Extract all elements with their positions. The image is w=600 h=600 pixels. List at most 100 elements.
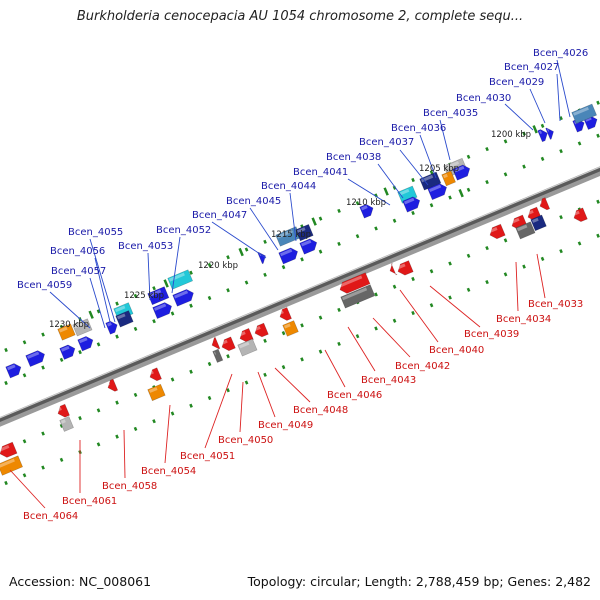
gene-block	[338, 272, 371, 294]
gene-label-bcen-4055[interactable]: Bcen_4055	[68, 227, 123, 238]
tick-mark	[41, 332, 45, 337]
gene-label-bcen-4048[interactable]: Bcen_4048	[293, 405, 348, 416]
tick-mark	[337, 341, 341, 347]
tick-mark	[355, 334, 360, 339]
gene-shape	[573, 207, 588, 222]
tick-mark	[152, 419, 156, 424]
gene-label-bcen-4039[interactable]: Bcen_4039	[464, 329, 519, 340]
gene-label-bcen-4041[interactable]: Bcen_4041	[293, 167, 348, 178]
gene-label-bcen-4056[interactable]: Bcen_4056	[50, 246, 105, 257]
gene-block	[172, 289, 194, 307]
tick-mark	[22, 340, 27, 345]
tick-mark	[466, 187, 471, 192]
gene-highlight	[526, 209, 534, 216]
scale-label-1215: 1215 kbp	[271, 230, 311, 240]
scale-label-1220: 1220 kbp	[198, 261, 238, 271]
leader-line-reverse	[204, 373, 233, 449]
tick-mark	[226, 288, 230, 293]
gene-label-bcen-4047[interactable]: Bcen_4047	[192, 210, 247, 221]
gene-label-bcen-4064[interactable]: Bcen_4064	[23, 511, 78, 522]
scale-label-1200: 1200 kbp	[491, 130, 531, 140]
gene-label-bcen-4044[interactable]: Bcen_4044	[261, 181, 316, 192]
gene-label-bcen-4040[interactable]: Bcen_4040	[429, 345, 484, 356]
gene-highlight	[444, 161, 460, 170]
gene-highlight	[546, 128, 550, 132]
gene-label-bcen-4046[interactable]: Bcen_4046	[327, 390, 382, 401]
tick-mark	[429, 203, 434, 208]
gene-shape	[152, 302, 172, 320]
gene-shape	[340, 284, 376, 309]
gene-label-bcen-4037[interactable]: Bcen_4037	[359, 137, 414, 148]
gene-highlight	[283, 323, 291, 329]
gene-block	[237, 338, 258, 357]
gene-label-bcen-4026[interactable]: Bcen_4026	[533, 48, 588, 59]
tick-mark	[540, 156, 545, 161]
leader-line-reverse	[399, 289, 439, 343]
gene-label-bcen-4059[interactable]: Bcen_4059	[17, 280, 72, 291]
gene-block	[359, 204, 374, 219]
tick-mark	[244, 247, 249, 252]
scale-label-1230: 1230 kbp	[49, 320, 89, 330]
gene-label-bcen-4049[interactable]: Bcen_4049	[258, 420, 313, 431]
gene-label-bcen-4058[interactable]: Bcen_4058	[102, 481, 157, 492]
leader-line-forward	[377, 163, 404, 199]
tick-mark	[244, 280, 249, 285]
gene-block	[402, 196, 421, 213]
tick-mark	[337, 241, 341, 247]
gene-label-bcen-4035[interactable]: Bcen_4035	[423, 108, 478, 119]
gene-label-bcen-4042[interactable]: Bcen_4042	[395, 361, 450, 372]
tick-mark	[115, 400, 119, 405]
leader-line-forward	[419, 134, 437, 179]
gene-label-bcen-4057[interactable]: Bcen_4057	[51, 266, 106, 277]
gene-label-bcen-4051[interactable]: Bcen_4051	[180, 451, 235, 462]
tick-mark	[503, 172, 508, 177]
tick-mark	[559, 249, 563, 254]
tick-mark	[226, 354, 230, 359]
gene-label-bcen-4033[interactable]: Bcen_4033	[528, 299, 583, 310]
gene-label-bcen-4050[interactable]: Bcen_4050	[218, 435, 273, 446]
leader-line-reverse	[515, 261, 519, 312]
gene-label-bcen-4043[interactable]: Bcen_4043	[361, 375, 416, 386]
gene-highlight	[338, 275, 363, 288]
gene-highlight	[60, 419, 66, 424]
major-tick-mark	[383, 187, 389, 196]
tick-mark	[540, 123, 545, 128]
gene-highlight	[213, 351, 217, 355]
gene-label-bcen-4054[interactable]: Bcen_4054	[141, 466, 196, 477]
gene-label-bcen-4061[interactable]: Bcen_4061	[62, 496, 117, 507]
gene-shape	[167, 269, 194, 290]
gene-label-bcen-4034[interactable]: Bcen_4034	[496, 314, 551, 325]
gene-label-bcen-4045[interactable]: Bcen_4045	[226, 196, 281, 207]
gene-shape	[571, 103, 598, 124]
gene-label-bcen-4030[interactable]: Bcen_4030	[456, 93, 511, 104]
tick-mark	[152, 286, 156, 291]
gene-block	[105, 320, 118, 335]
gene-label-bcen-4052[interactable]: Bcen_4052	[156, 225, 211, 236]
gene-label-bcen-4053[interactable]: Bcen_4053	[118, 241, 173, 252]
gene-highlight	[276, 229, 293, 239]
gene-highlight	[210, 339, 214, 344]
gene-highlight	[396, 263, 406, 270]
gene-label-bcen-4036[interactable]: Bcen_4036	[391, 123, 446, 134]
tick-mark	[300, 257, 304, 262]
gene-highlight	[153, 303, 167, 311]
gene-shape	[279, 307, 292, 321]
leader-line-forward	[529, 88, 546, 124]
gene-shape	[149, 367, 162, 382]
tick-mark	[392, 318, 397, 323]
leader-line-forward	[94, 257, 111, 323]
gene-block	[0, 441, 18, 458]
major-tick-mark	[163, 279, 169, 288]
gene-block	[530, 214, 547, 232]
leader-line-forward	[249, 207, 279, 251]
gene-block	[25, 350, 45, 368]
gene-label-bcen-4029[interactable]: Bcen_4029	[489, 77, 544, 88]
gene-shape	[212, 348, 224, 363]
gene-block	[388, 262, 398, 276]
tick-mark	[411, 177, 415, 183]
tick-mark	[133, 426, 138, 432]
gene-highlight	[253, 325, 261, 332]
gene-label-bcen-4027[interactable]: Bcen_4027	[504, 62, 559, 73]
gene-label-bcen-4038[interactable]: Bcen_4038	[326, 152, 381, 163]
major-tick-mark	[311, 217, 317, 226]
